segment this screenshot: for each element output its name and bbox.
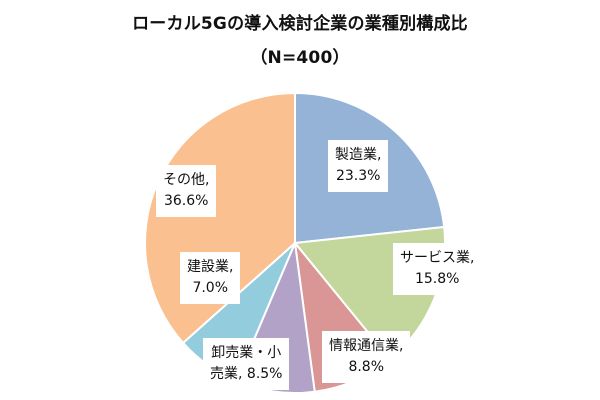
label-manufacturing-value: 23.3% bbox=[335, 168, 381, 184]
label-construction-name: 建設業, bbox=[187, 259, 234, 275]
label-wholesale-retail-value: 8.5% bbox=[246, 366, 283, 382]
label-wholesale-retail-name-2: 売業, bbox=[210, 366, 243, 382]
label-construction: 建設業, 7.0% bbox=[180, 252, 241, 304]
chart-title: ローカル5Gの導入検討企業の業種別構成比 bbox=[132, 14, 468, 34]
label-services-value: 15.8% bbox=[414, 271, 460, 287]
label-other-value: 36.6% bbox=[163, 193, 209, 209]
label-ict-name: 情報通信業, bbox=[329, 338, 404, 354]
label-ict: 情報通信業, 8.8% bbox=[322, 331, 411, 383]
label-other: その他, 36.6% bbox=[156, 165, 217, 217]
label-other-name: その他, bbox=[163, 172, 210, 188]
label-wholesale-retail: 卸売業・小 売業, 8.5% bbox=[203, 338, 290, 390]
label-manufacturing: 製造業, 23.3% bbox=[328, 140, 389, 192]
chart-subtitle: （N=400） bbox=[250, 48, 350, 68]
label-construction-value: 7.0% bbox=[192, 280, 229, 296]
label-ict-value: 8.8% bbox=[348, 359, 385, 375]
label-wholesale-retail-name: 卸売業・小 bbox=[211, 345, 282, 361]
label-services: サービス業, 15.8% bbox=[393, 243, 482, 295]
label-manufacturing-name: 製造業, bbox=[335, 147, 382, 163]
label-services-name: サービス業, bbox=[400, 250, 475, 266]
